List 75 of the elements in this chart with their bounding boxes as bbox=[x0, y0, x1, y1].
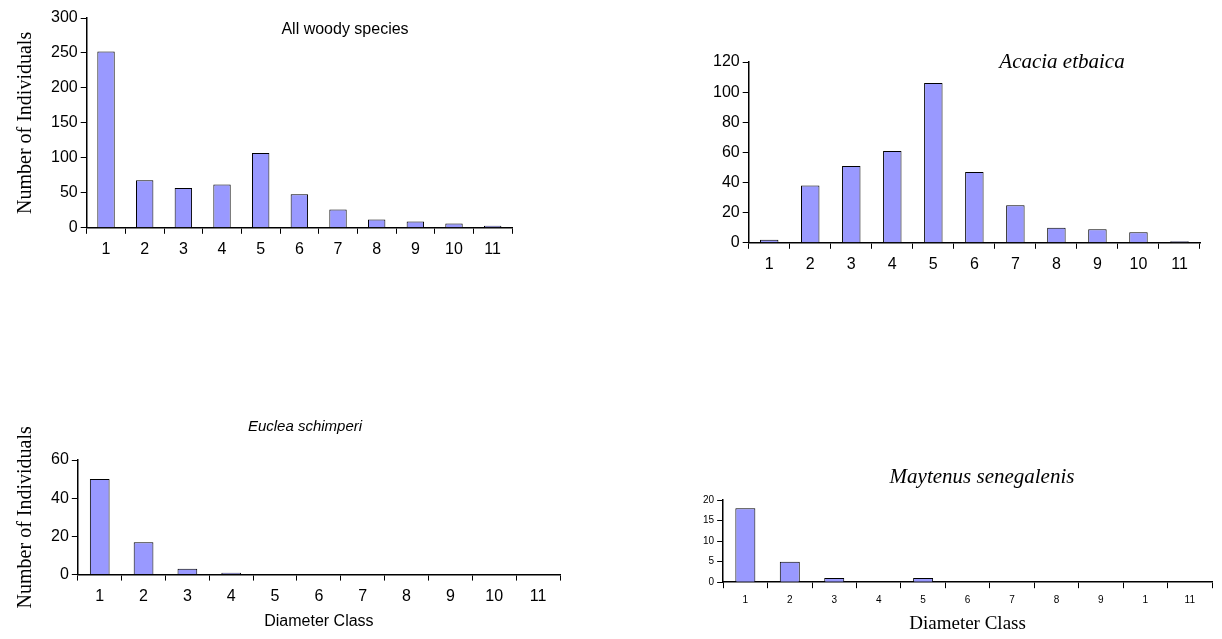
x-tick-label: 10 bbox=[485, 586, 504, 604]
y-axis-title: Number of Individuals bbox=[13, 31, 36, 214]
y-axis-title: Number of Individuals bbox=[13, 425, 36, 609]
x-axis-title: Diameter Class bbox=[264, 611, 374, 629]
x-tick-label: 5 bbox=[928, 254, 938, 272]
y-tick-label: 100 bbox=[50, 148, 78, 166]
x-tick-label: 6 bbox=[964, 593, 971, 605]
y-tick-label: 200 bbox=[50, 78, 78, 96]
x-tick-label: 11 bbox=[529, 586, 547, 604]
x-tick-label: 11 bbox=[1184, 593, 1196, 605]
x-tick-label: 10 bbox=[445, 239, 463, 257]
x-tick-label: 7 bbox=[333, 239, 343, 257]
x-tick-label: 11 bbox=[484, 239, 502, 257]
x-tick-label: 1 bbox=[764, 254, 774, 272]
y-tick-label: 20 bbox=[721, 203, 740, 221]
x-tick-label: 4 bbox=[887, 254, 897, 272]
x-tick-label: 3 bbox=[831, 593, 838, 605]
x-tick-label: 10 bbox=[1129, 254, 1148, 272]
x-tick-label: 2 bbox=[805, 254, 815, 272]
x-tick-label: 9 bbox=[1098, 593, 1105, 605]
y-tick-label: 80 bbox=[721, 112, 740, 130]
chart-title: Euclea schimperi bbox=[247, 417, 363, 435]
x-tick-label: 8 bbox=[372, 239, 382, 257]
y-tick-label: 40 bbox=[51, 488, 69, 506]
x-tick-label: 5 bbox=[256, 239, 266, 257]
x-tick-label: 8 bbox=[402, 586, 412, 604]
x-tick-label: 8 bbox=[1051, 254, 1061, 272]
x-tick-label: 6 bbox=[969, 254, 979, 272]
y-tick-label: 0 bbox=[59, 565, 69, 583]
y-tick-label: 250 bbox=[50, 43, 78, 61]
x-tick-label: 1 bbox=[101, 239, 111, 257]
x-tick-label: 2 bbox=[787, 593, 794, 605]
x-tick-label: 1 bbox=[95, 586, 105, 604]
x-tick-label: 8 bbox=[1053, 593, 1060, 605]
x-tick-label: 4 bbox=[217, 239, 227, 257]
x-tick-label: 7 bbox=[1010, 254, 1020, 272]
y-tick-label: 5 bbox=[708, 555, 715, 567]
chart-title: Maytenus senegalenis bbox=[888, 463, 1075, 488]
y-tick-label: 60 bbox=[51, 450, 69, 468]
y-tick-label: 60 bbox=[721, 142, 740, 160]
x-tick-label: 7 bbox=[1009, 593, 1016, 605]
y-tick-label: 20 bbox=[51, 526, 69, 544]
x-tick-label: 9 bbox=[445, 586, 455, 604]
y-tick-label: 0 bbox=[730, 233, 740, 251]
y-tick-label: 20 bbox=[703, 493, 715, 505]
y-tick-label: 0 bbox=[68, 218, 78, 236]
y-tick-label: 50 bbox=[59, 183, 78, 201]
chart-title: Acacia etbaica bbox=[997, 48, 1125, 73]
x-tick-label: 4 bbox=[875, 593, 882, 605]
chart-title: All woody species bbox=[281, 20, 409, 38]
x-tick-label: 3 bbox=[182, 586, 192, 604]
x-tick-label: 2 bbox=[140, 239, 150, 257]
y-tick-label: 0 bbox=[708, 575, 715, 587]
y-tick-label: 100 bbox=[712, 82, 740, 100]
x-tick-label: 6 bbox=[314, 586, 324, 604]
x-axis-title: Diameter Class bbox=[909, 611, 1026, 633]
x-tick-label: 9 bbox=[1092, 254, 1102, 272]
x-tick-label: 1 bbox=[1142, 593, 1149, 605]
x-tick-label: 6 bbox=[294, 239, 304, 257]
y-tick-label: 150 bbox=[50, 113, 78, 131]
x-tick-label: 3 bbox=[846, 254, 856, 272]
x-tick-label: 3 bbox=[178, 239, 188, 257]
x-tick-label: 4 bbox=[226, 586, 236, 604]
x-tick-label: 5 bbox=[270, 586, 280, 604]
x-tick-label: 1 bbox=[742, 593, 749, 605]
y-tick-label: 120 bbox=[712, 52, 740, 70]
y-tick-label: 40 bbox=[721, 172, 740, 190]
x-tick-label: 5 bbox=[920, 593, 927, 605]
x-tick-label: 9 bbox=[410, 239, 420, 257]
x-tick-label: 11 bbox=[1171, 254, 1188, 272]
y-tick-label: 15 bbox=[703, 514, 715, 526]
x-tick-label: 2 bbox=[139, 586, 149, 604]
y-tick-label: 300 bbox=[50, 8, 78, 26]
x-tick-label: 7 bbox=[358, 586, 368, 604]
y-tick-label: 10 bbox=[703, 534, 715, 546]
